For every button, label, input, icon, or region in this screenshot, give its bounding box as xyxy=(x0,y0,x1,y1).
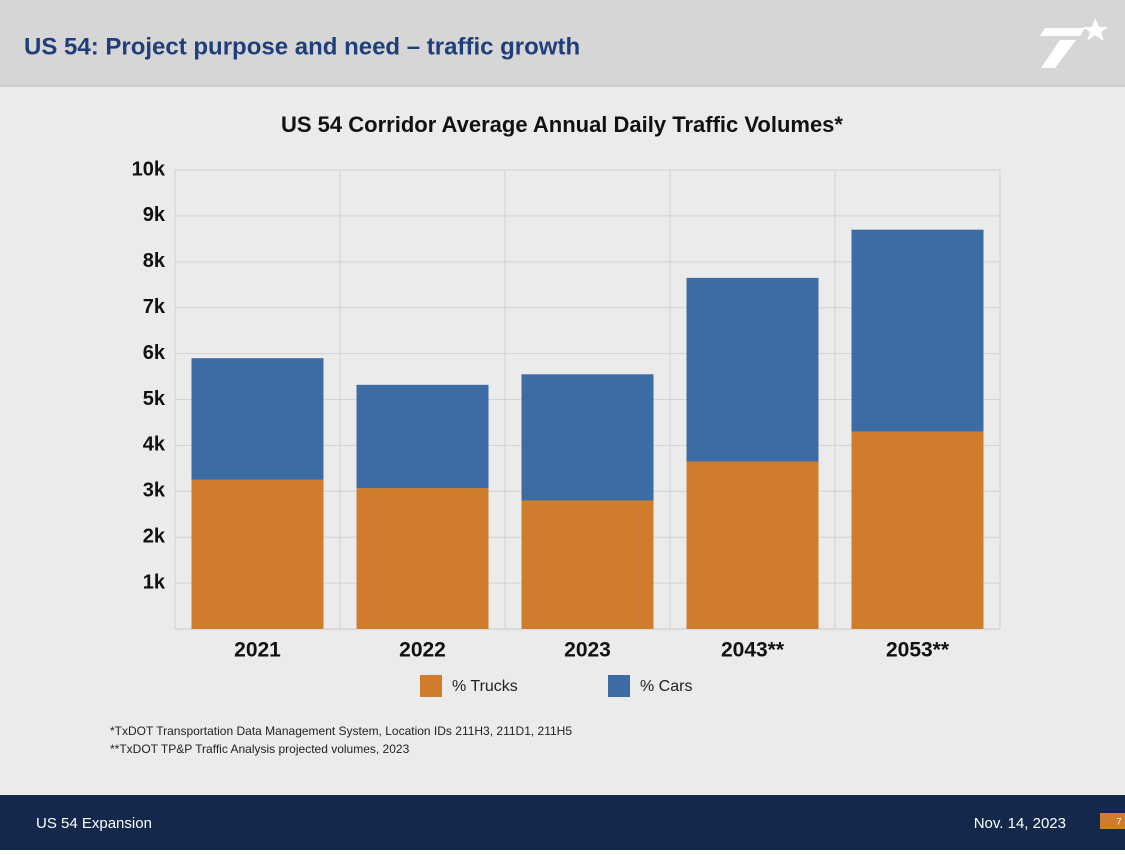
bar-segment xyxy=(191,358,324,480)
page-number: 7 xyxy=(1116,816,1121,826)
logo xyxy=(1040,18,1108,68)
legend-label: % Trucks xyxy=(452,678,518,695)
y-tick-label: 4k xyxy=(143,434,166,456)
bar-segment xyxy=(521,374,654,501)
chart-title: US 54 Corridor Average Annual Daily Traf… xyxy=(281,112,843,137)
y-tick-label: 6k xyxy=(143,342,166,364)
legend-swatch xyxy=(608,675,630,697)
bar-segment xyxy=(356,384,489,489)
bar-segment xyxy=(521,500,654,629)
page-badge xyxy=(1100,813,1125,829)
x-tick-label: 2022 xyxy=(399,639,446,662)
footnote: *TxDOT Transportation Data Management Sy… xyxy=(110,724,572,738)
bar-segment xyxy=(686,461,819,629)
x-tick-label: 2021 xyxy=(234,639,281,662)
footer-bar xyxy=(0,795,1125,850)
footer-date: Nov. 14, 2023 xyxy=(974,815,1066,832)
legend-label: % Cars xyxy=(640,678,692,695)
bar-segment xyxy=(851,431,984,629)
x-tick-label: 2043** xyxy=(721,639,785,662)
header-bar xyxy=(0,0,1125,86)
y-tick-label: 8k xyxy=(143,250,166,272)
legend-swatch xyxy=(420,675,442,697)
slide-heading: US 54: Project purpose and need – traffi… xyxy=(24,33,580,60)
y-tick-label: 5k xyxy=(143,388,166,410)
y-tick-label: 9k xyxy=(143,204,166,226)
bar-segment xyxy=(686,277,819,462)
bar-segment xyxy=(356,488,489,629)
y-tick-label: 7k xyxy=(143,296,166,318)
y-tick-label: 3k xyxy=(143,480,166,502)
x-tick-label: 2053** xyxy=(886,639,950,662)
bar-segment xyxy=(851,229,984,432)
y-tick-label: 2k xyxy=(143,525,166,547)
footer-left: US 54 Expansion xyxy=(36,815,152,832)
footnote: **TxDOT TP&P Traffic Analysis projected … xyxy=(110,742,410,756)
x-tick-label: 2023 xyxy=(564,639,611,662)
y-tick-label: 10k xyxy=(132,158,166,180)
y-tick-label: 1k xyxy=(143,571,166,593)
bar-segment xyxy=(191,479,324,629)
